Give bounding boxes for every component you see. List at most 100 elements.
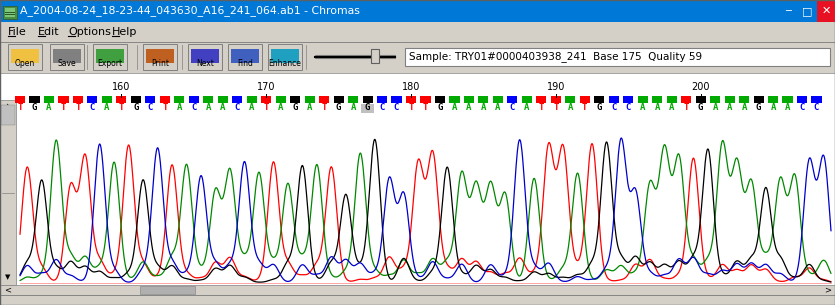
Text: 200: 200 xyxy=(691,82,710,92)
Text: ▲: ▲ xyxy=(5,103,11,109)
Bar xyxy=(189,96,199,103)
Bar xyxy=(203,96,213,103)
Bar xyxy=(579,96,590,103)
Text: Next: Next xyxy=(196,59,214,68)
Text: A: A xyxy=(249,103,255,113)
Text: T: T xyxy=(75,103,81,113)
Text: G: G xyxy=(292,103,298,113)
Text: Open: Open xyxy=(15,59,35,68)
Text: C: C xyxy=(394,103,399,113)
Text: G: G xyxy=(32,103,38,113)
Text: Enhance: Enhance xyxy=(269,59,301,68)
Bar xyxy=(782,96,792,103)
Bar xyxy=(315,55,395,58)
Text: ▼: ▼ xyxy=(5,274,11,280)
Bar xyxy=(362,96,372,103)
Text: A: A xyxy=(785,103,790,113)
Text: T: T xyxy=(61,103,66,113)
Bar xyxy=(15,96,25,103)
Bar xyxy=(449,96,459,103)
Text: A: A xyxy=(466,103,472,113)
Bar xyxy=(609,96,619,103)
Text: C: C xyxy=(509,103,515,113)
Text: T: T xyxy=(119,103,124,113)
Bar xyxy=(666,96,676,103)
Bar xyxy=(536,96,546,103)
Text: <: < xyxy=(4,285,12,295)
Text: T: T xyxy=(18,103,23,113)
Bar xyxy=(159,96,170,103)
Text: C: C xyxy=(814,103,819,113)
Bar xyxy=(102,96,112,103)
Text: A: A xyxy=(278,103,283,113)
Bar xyxy=(232,96,242,103)
Text: A: A xyxy=(351,103,356,113)
Text: A: A xyxy=(712,103,718,113)
Text: C: C xyxy=(148,103,153,113)
Bar xyxy=(421,96,431,103)
Text: C: C xyxy=(799,103,805,113)
Text: A: A xyxy=(771,103,776,113)
Text: A: A xyxy=(481,103,486,113)
Text: Export: Export xyxy=(98,59,123,68)
Bar xyxy=(96,49,124,63)
Bar xyxy=(0,42,835,72)
Bar xyxy=(143,44,177,70)
Bar xyxy=(0,73,835,295)
Bar xyxy=(0,22,835,42)
Text: A: A xyxy=(220,103,225,113)
Bar xyxy=(710,96,721,103)
Text: A: A xyxy=(727,103,732,113)
Bar xyxy=(0,73,835,295)
Bar xyxy=(88,96,98,103)
Bar xyxy=(231,49,259,63)
Text: File: File xyxy=(8,27,27,37)
Text: >: > xyxy=(824,285,832,295)
Text: T: T xyxy=(321,103,326,113)
Text: A: A xyxy=(655,103,660,113)
Bar xyxy=(696,96,706,103)
Bar xyxy=(276,96,286,103)
Bar xyxy=(405,48,830,66)
Text: A: A xyxy=(669,103,675,113)
Bar xyxy=(73,96,83,103)
Text: T: T xyxy=(162,103,168,113)
Text: T: T xyxy=(553,103,559,113)
Bar xyxy=(53,49,81,63)
Bar xyxy=(305,96,315,103)
Bar xyxy=(228,44,262,70)
Bar xyxy=(145,96,155,103)
Text: A: A xyxy=(495,103,501,113)
Text: C: C xyxy=(235,103,240,113)
Bar xyxy=(218,96,228,103)
Text: T: T xyxy=(684,103,689,113)
Bar xyxy=(768,96,778,103)
Bar xyxy=(116,96,126,103)
Text: T: T xyxy=(539,103,544,113)
Bar xyxy=(0,0,835,22)
Text: A: A xyxy=(640,103,645,113)
Text: 160: 160 xyxy=(112,82,130,92)
Bar xyxy=(652,96,662,103)
Bar xyxy=(58,96,68,103)
Bar xyxy=(5,12,15,13)
Bar xyxy=(268,44,302,70)
Bar xyxy=(565,96,575,103)
Text: Options: Options xyxy=(68,27,111,37)
Bar xyxy=(191,49,219,63)
Bar xyxy=(817,0,835,22)
Text: G: G xyxy=(336,103,342,113)
Bar xyxy=(261,96,271,103)
Bar xyxy=(725,96,735,103)
Bar xyxy=(392,96,402,103)
Text: A: A xyxy=(307,103,312,113)
Text: T: T xyxy=(264,103,269,113)
Bar xyxy=(5,14,15,15)
Text: ─: ─ xyxy=(786,6,792,16)
Text: C: C xyxy=(625,103,631,113)
Bar xyxy=(348,96,358,103)
Text: A: A xyxy=(524,103,529,113)
Bar xyxy=(508,96,518,103)
Bar xyxy=(406,96,416,103)
Bar xyxy=(798,0,817,22)
